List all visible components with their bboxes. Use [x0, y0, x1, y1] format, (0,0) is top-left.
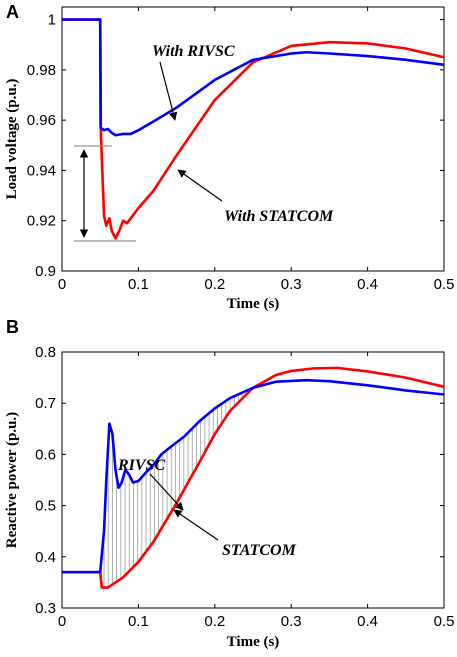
annotation-with-rivsc: With RIVSC	[152, 43, 235, 60]
panel-b-difference-hatch	[103, 388, 252, 588]
panel-a-y-ticks: 0.9 0.92 0.94 0.96 0.98 1	[27, 12, 444, 280]
series-line-with-statcom	[62, 18, 445, 240]
x-tick-label: 0.5	[434, 276, 455, 293]
series-line-with-rivsc	[62, 18, 445, 137]
y-tick-label: 0.96	[27, 112, 56, 129]
panel-a: A 0.90.920.940.960.981 0 0.1 0.2 0.3 0.4 0.5 …	[4, 2, 454, 312]
series-line-statcom	[62, 366, 445, 589]
arrow-with-rivsc	[159, 61, 178, 121]
panel-a-label: A	[6, 2, 19, 22]
y-tick-label: 0.92	[27, 213, 56, 230]
y-tick-label: 1	[48, 12, 56, 29]
panel-a-series	[62, 18, 445, 240]
y-tick-label: 0.98	[27, 62, 56, 79]
panel-b-x-axis-label: Time (s)	[227, 634, 280, 650]
x-tick-label: 0.4	[357, 276, 378, 293]
x-tick-label: 0.1	[128, 613, 149, 630]
x-tick-label: 0.5	[434, 613, 455, 630]
y-tick-label: 0.4	[35, 549, 56, 566]
y-tick-label: 0.5	[35, 498, 56, 515]
panel-b-x-ticks: 0 0.1 0.2 0.3 0.4 0.5	[58, 352, 455, 630]
panel-b-frame	[61, 351, 445, 609]
panel-b: B 0.3 0.4 0.5 0.6 0.7 0.8 0 0.1 0.2 0.3 0.4 0.5 RI…	[4, 317, 454, 650]
y-tick-label: 0.8	[35, 344, 56, 361]
x-tick-label: 0.3	[281, 613, 302, 630]
x-tick-label: 0.1	[128, 276, 149, 293]
panel-b-y-axis-label: Reactive power (p.u.)	[4, 412, 20, 548]
annotation-statcom: STATCOM	[222, 542, 297, 559]
x-tick-label: 0.4	[357, 613, 378, 630]
y-tick-label: 0.7	[35, 395, 56, 412]
y-tick-label: 0.6	[35, 446, 56, 463]
x-tick-label: 0.2	[204, 613, 225, 630]
y-tick-label: 0.9	[35, 263, 56, 280]
x-tick-label: 0	[58, 613, 66, 630]
panel-a-y-axis-label: Load voltage (p.u.)	[4, 79, 20, 200]
arrow-with-statcom	[177, 169, 223, 202]
panel-a-frame	[61, 6, 445, 272]
arrow-rivsc	[149, 473, 184, 511]
annotation-rivsc: RIVSC	[117, 457, 165, 474]
panel-b-y-ticks: 0.3 0.4 0.5 0.6 0.7 0.8	[35, 344, 444, 617]
panel-b-label: B	[6, 317, 19, 337]
panel-a-x-ticks: 0 0.1 0.2 0.3 0.4 0.5	[58, 7, 455, 293]
series-line-rivsc	[62, 378, 445, 574]
y-tick-label: 0.94	[27, 162, 56, 179]
panel-b-series	[62, 366, 445, 589]
annotation-with-statcom: With STATCOM	[224, 208, 334, 225]
x-tick-label: 0.2	[204, 276, 225, 293]
y-tick-label: 0.3	[35, 600, 56, 617]
arrow-statcom	[173, 509, 219, 541]
x-tick-label: 0	[58, 276, 66, 293]
x-tick-label: 0.3	[281, 276, 302, 293]
panel-a-x-axis-label: Time (s)	[227, 296, 280, 312]
